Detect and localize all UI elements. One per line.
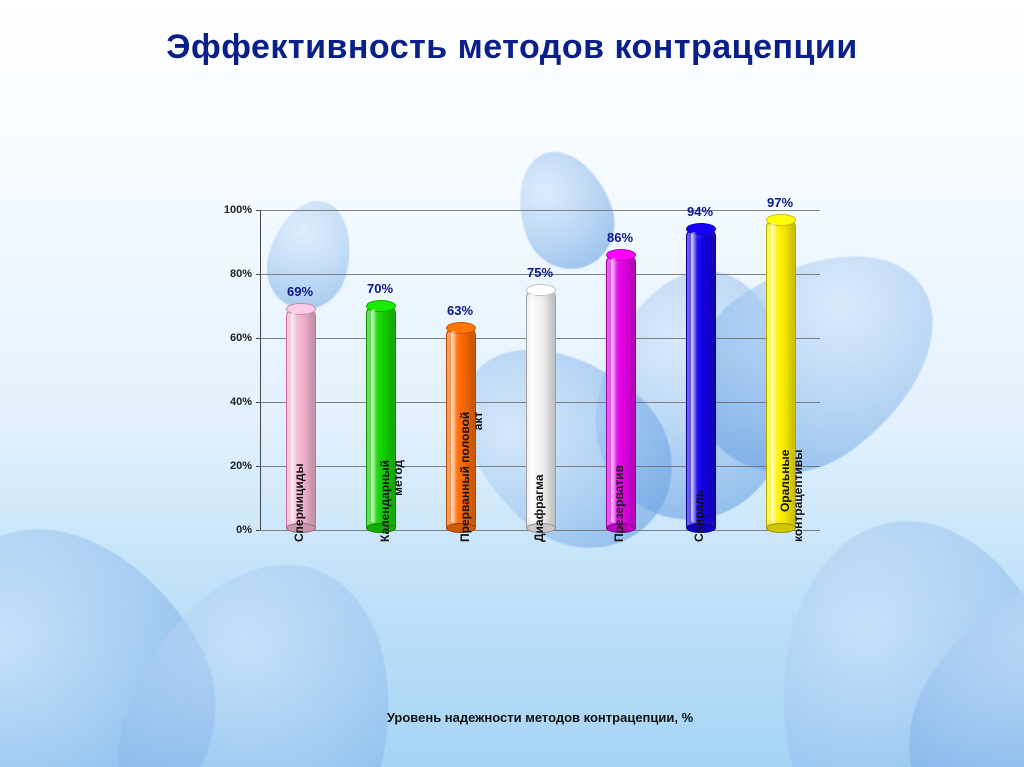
grid-line <box>260 210 820 211</box>
y-tick <box>256 338 260 339</box>
y-tick <box>256 466 260 467</box>
y-tick <box>256 210 260 211</box>
y-tick-label: 100% <box>224 204 252 216</box>
bar-value-label: 69% <box>287 284 313 299</box>
x-tick-label: Спермициды <box>292 463 306 542</box>
y-tick-label: 60% <box>230 332 252 344</box>
y-axis <box>260 210 261 530</box>
bar-value-label: 97% <box>767 195 793 210</box>
bar-value-label: 63% <box>447 303 473 318</box>
y-tick-label: 40% <box>230 396 252 408</box>
x-tick-label: Прерванный половойакт <box>459 412 485 542</box>
y-tick-label: 0% <box>236 524 252 536</box>
x-tick-label: Оральныеконтрацептивы <box>779 450 805 542</box>
bar-chart: 0%20%40%60%80%100%69%Спермициды70%Календ… <box>200 210 840 630</box>
x-tick-label: Спираль <box>692 490 706 542</box>
bar-value-label: 94% <box>687 204 713 219</box>
y-tick-label: 80% <box>230 268 252 280</box>
bar-value-label: 86% <box>607 230 633 245</box>
x-tick-label: Календарныйметод <box>379 460 405 542</box>
bar-value-label: 70% <box>367 281 393 296</box>
plot-area: 0%20%40%60%80%100%69%Спермициды70%Календ… <box>260 210 820 530</box>
bar <box>686 227 716 530</box>
x-tick-label: Презерватив <box>612 465 626 542</box>
bar-value-label: 75% <box>527 265 553 280</box>
y-tick <box>256 274 260 275</box>
y-tick <box>256 402 260 403</box>
y-tick-label: 20% <box>230 460 252 472</box>
page-title: Эффективность методов контрацепции <box>0 28 1024 67</box>
x-axis-title: Уровень надежности методов контрацепции,… <box>260 710 820 725</box>
y-tick <box>256 530 260 531</box>
x-tick-label: Диафрагма <box>532 475 546 543</box>
